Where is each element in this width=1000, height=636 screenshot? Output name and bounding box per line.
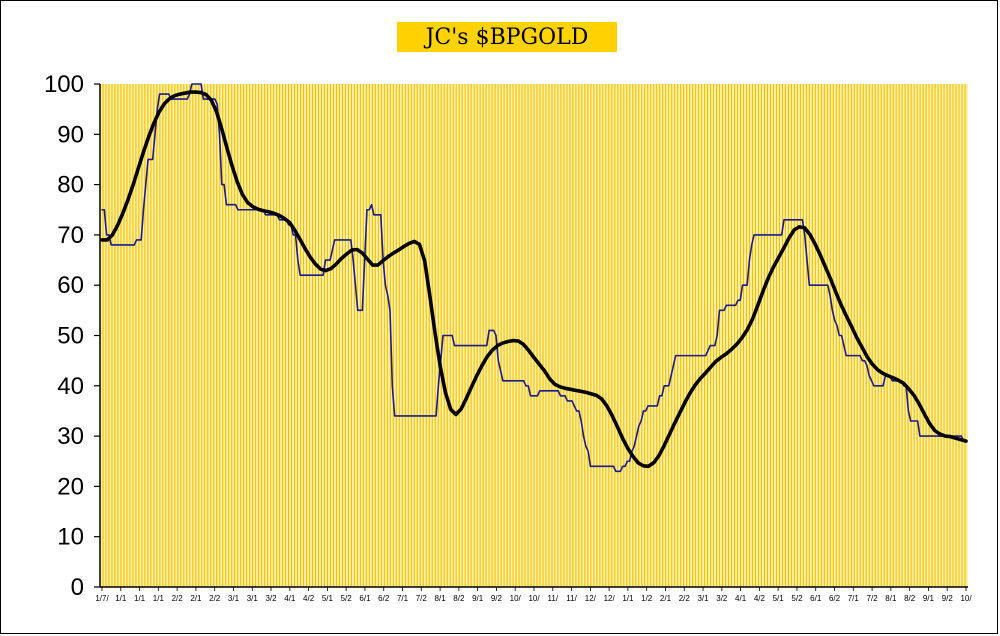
x-tick-label: 2/2 [209,594,221,603]
x-tick-label: 9/2 [942,594,954,603]
y-tick-label: 80 [57,172,84,199]
x-tick-label: 6/1 [359,594,371,603]
x-tick-label: 4/2 [303,594,315,603]
y-tick-label: 70 [57,222,84,249]
x-tick-label: 2/1 [190,594,202,603]
x-tick-label: 1/7/ [95,594,109,603]
x-tick-label: 5/1 [322,594,334,603]
x-tick-label: 4/1 [284,594,296,603]
x-tick-label: 8/2 [453,594,465,603]
x-tick-label: 1/1 [153,594,165,603]
x-tick-label: 10/ [528,594,540,603]
x-tick-label: 8/1 [435,594,447,603]
x-tick-label: 7/2 [867,594,879,603]
x-tick-label: 2/2 [172,594,184,603]
x-tick-label: 11/ [548,594,559,603]
x-tick-label: 3/1 [697,594,709,603]
x-tick-label: 2/1 [660,594,672,603]
y-tick-label: 90 [57,121,84,148]
chart-title: JC's $BPGOLD [425,24,589,50]
x-tick-label: 12/ [604,594,616,603]
x-tick-label: 1/1 [134,594,146,603]
x-tick-label: 10/ [960,594,972,603]
x-tick-label: 5/1 [773,594,785,603]
x-tick-label: 6/1 [810,594,822,603]
x-tick-label: 1/2 [641,594,653,603]
y-tick-label: 100 [44,71,84,98]
y-tick-label: 30 [57,423,84,450]
x-tick-label: 9/1 [923,594,935,603]
x-tick-label: 7/2 [416,594,428,603]
x-tick-label: 5/2 [341,594,353,603]
x-tick-label: 8/1 [885,594,897,603]
y-tick-label: 60 [57,272,84,299]
chart-title-box: JC's $BPGOLD [397,22,617,52]
x-tick-label: 8/2 [904,594,916,603]
x-tick-label: 9/2 [491,594,503,603]
vertical-gridlines [102,84,966,587]
y-tick-label: 40 [57,373,84,400]
x-tick-label: 12/ [585,594,597,603]
x-tick-label: 7/1 [848,594,860,603]
x-tick-label: 1/1 [115,594,127,603]
x-tick-label: 2/2 [679,594,691,603]
y-tick-label: 20 [57,473,84,500]
x-tick-label: 4/2 [754,594,766,603]
x-tick-label: 1/1 [622,594,634,603]
series-smoothed-line [100,90,968,469]
x-axis-ticks: 1/7/1/1 1/1 1/1 2/2 2/1 2/2 3/1 3/1 3/2 4/1 4/2 5/1… [95,587,972,603]
x-tick-label: 3/1 [247,594,259,603]
x-tick-label: 5/2 [791,594,803,603]
y-tick-label: 0 [71,574,84,601]
x-tick-label: 9/1 [472,594,484,603]
x-tick-label: 10/ [510,594,522,603]
y-tick-label: 10 [57,524,84,551]
series-layer [100,83,968,473]
y-tick-label: 50 [57,323,84,350]
x-tick-label: 3/1 [228,594,240,603]
series-raw-line [101,83,967,473]
x-tick-label: 6/2 [378,594,390,603]
x-tick-label: 7/1 [397,594,409,603]
y-axis-ticks: 0 10 20 30 40 50 60 70 80 90 100 [44,71,100,601]
x-tick-label: 6/2 [829,594,841,603]
x-tick-label: 3/2 [265,594,277,603]
x-tick-label: 4/1 [735,594,747,603]
x-tick-label: 3/2 [716,594,728,603]
x-tick-label: 11/ [566,594,577,603]
